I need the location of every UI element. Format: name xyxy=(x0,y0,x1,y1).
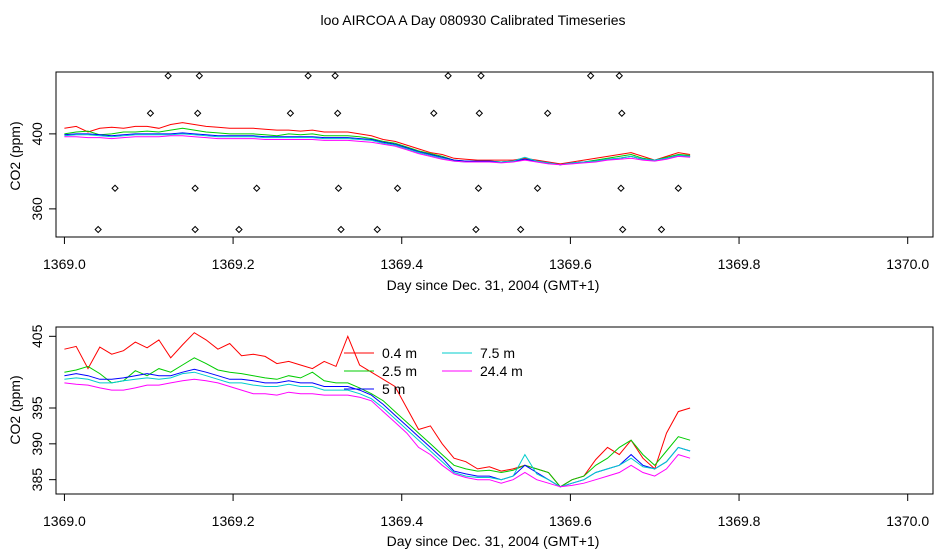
calibration-marker xyxy=(543,109,552,117)
legend-label: 2.5 m xyxy=(382,363,417,379)
top-x-tick-label: 1369.4 xyxy=(380,256,423,272)
bottom-x-axis: 1369.0 1369.2 1369.4 1369.6 1369.8 1370.0 xyxy=(43,494,929,529)
bottom-x-tick-label: 1369.0 xyxy=(43,513,86,529)
figure-title: loo AIRCOA A Day 080930 Calibrated Times… xyxy=(320,12,625,28)
top-series-line-4 xyxy=(64,135,691,166)
bottom-x-tick-label: 1370.0 xyxy=(886,513,929,529)
calibration-marker xyxy=(617,184,625,192)
top-y-tick-label: 360 xyxy=(29,197,45,221)
calibration-marker xyxy=(533,184,542,192)
calibration-marker xyxy=(474,184,483,192)
bottom-x-tick-label: 1369.6 xyxy=(549,513,592,529)
calibration-marker xyxy=(472,225,480,234)
bottom-plot-frame xyxy=(55,326,934,495)
calibration-marker xyxy=(286,109,295,117)
calibration-marker xyxy=(333,109,342,117)
calibration-marker xyxy=(618,225,627,234)
bottom-series-line-7-5-m xyxy=(64,371,691,488)
top-series-line-3 xyxy=(64,133,691,166)
calibration-marker xyxy=(193,109,202,117)
top-x-tick-label: 1370.0 xyxy=(886,256,929,272)
top-x-axis-label: Day since Dec. 31, 2004 (GMT+1) xyxy=(387,277,600,293)
calibration-marker xyxy=(475,109,484,117)
calibration-marker xyxy=(618,109,626,117)
calibration-marker xyxy=(191,225,199,234)
bottom-y-tick-label: 390 xyxy=(29,432,45,456)
bottom-y-axis-label: CO2 (ppm) xyxy=(7,375,23,444)
top-plot-frame xyxy=(55,71,934,238)
top-x-tick-label: 1369.0 xyxy=(43,256,86,272)
calibration-marker xyxy=(111,184,119,192)
calibration-marker xyxy=(146,109,155,117)
legend-label: 0.4 m xyxy=(382,345,417,361)
calibration-marker xyxy=(94,225,102,234)
top-y-tick-label: 400 xyxy=(29,122,45,146)
calibration-marker xyxy=(674,184,683,192)
bottom-series-line-5-m xyxy=(64,368,691,488)
calibration-marker xyxy=(331,72,339,80)
legend-label: 5 m xyxy=(382,381,405,397)
calibration-marker xyxy=(393,184,402,192)
calibration-marker xyxy=(516,225,525,234)
calibration-marker xyxy=(252,184,261,192)
legend-label: 7.5 m xyxy=(480,345,515,361)
calibration-marker xyxy=(191,184,199,192)
top-x-tick-label: 1369.8 xyxy=(718,256,761,272)
bottom-series-group xyxy=(64,332,691,488)
top-panel: 360 400 1369.0 1369.2 1369.4 1369.6 1369.8 137… xyxy=(7,71,934,293)
bottom-y-tick-label: 385 xyxy=(29,468,45,492)
calibration-marker xyxy=(195,72,204,80)
calibration-marker xyxy=(477,72,485,80)
calibration-marker xyxy=(235,225,243,234)
top-y-axis-label: CO2 (ppm) xyxy=(7,121,23,190)
top-x-tick-label: 1369.2 xyxy=(212,256,255,272)
calibration-marker xyxy=(430,109,438,117)
calibration-marker xyxy=(334,184,343,192)
top-x-axis: 1369.0 1369.2 1369.4 1369.6 1369.8 1370.0 xyxy=(43,237,929,272)
top-series-group xyxy=(64,122,691,166)
legend-label: 24.4 m xyxy=(480,363,523,379)
bottom-series-line-24-4-m xyxy=(64,378,691,488)
top-y-axis: 360 400 xyxy=(29,122,56,221)
calibration-marker xyxy=(373,225,381,234)
bottom-series-line-2-5-m xyxy=(64,357,691,488)
calibration-marker xyxy=(304,72,312,80)
legend: 0.4 m 2.5 m 5 m 7.5 m 24.4 m xyxy=(344,345,523,397)
top-x-tick-label: 1369.6 xyxy=(549,256,592,272)
bottom-y-tick-label: 395 xyxy=(29,396,45,420)
calibration-marker xyxy=(164,72,172,80)
calibration-marker xyxy=(337,225,345,234)
calibration-marker xyxy=(615,72,624,80)
bottom-x-tick-label: 1369.2 xyxy=(212,513,255,529)
bottom-series-line-0-4-m xyxy=(64,332,691,488)
calibration-marker xyxy=(657,225,666,234)
bottom-x-axis-label: Day since Dec. 31, 2004 (GMT+1) xyxy=(387,533,600,549)
top-series-line-0 xyxy=(64,122,691,165)
bottom-x-tick-label: 1369.8 xyxy=(718,513,761,529)
calibration-marker xyxy=(586,72,595,80)
calibration-marker xyxy=(444,72,452,80)
bottom-y-axis: 385 390 395 405 xyxy=(29,324,56,491)
top-markers-group xyxy=(94,72,683,234)
bottom-x-tick-label: 1369.4 xyxy=(380,513,423,529)
bottom-y-tick-label: 405 xyxy=(29,324,45,348)
